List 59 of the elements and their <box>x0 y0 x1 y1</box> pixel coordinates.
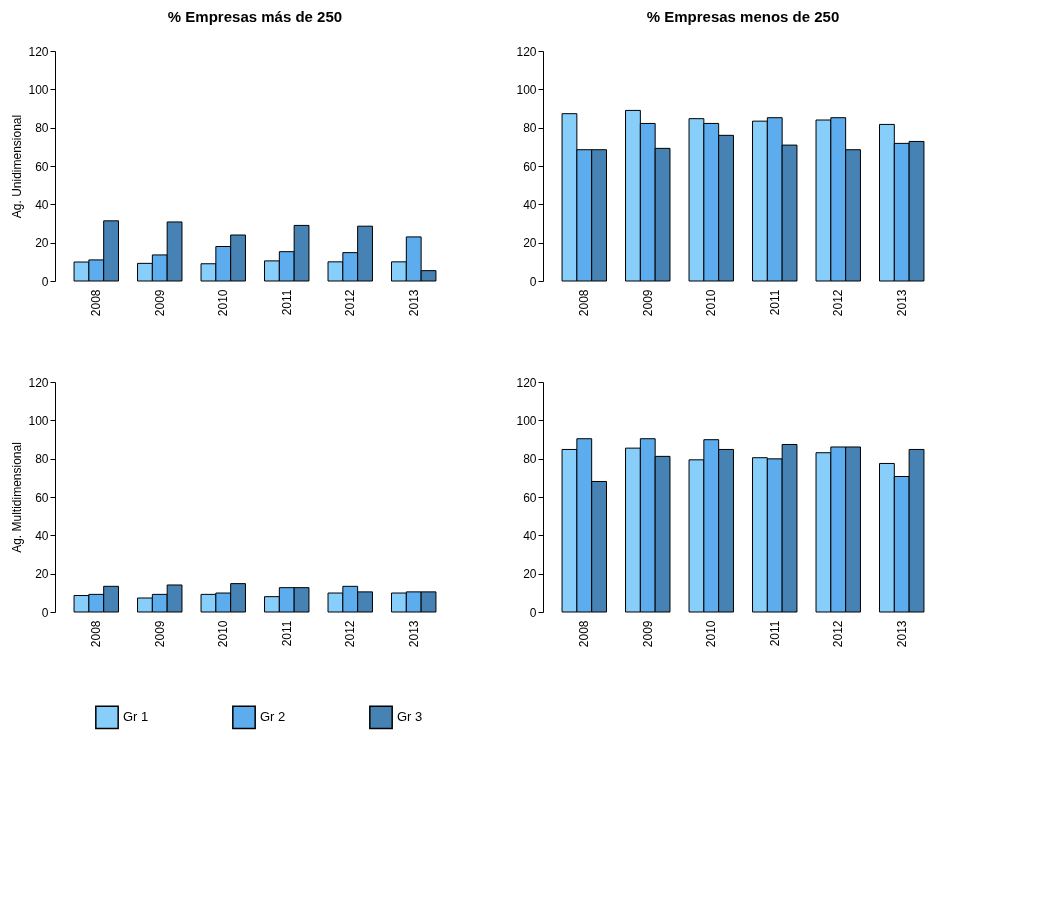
legend-label: Gr 1 <box>123 709 149 725</box>
x-tick-label: 2008 <box>577 620 592 648</box>
x-tick-label: 2010 <box>216 620 231 648</box>
y-tick-label: 40 <box>35 197 49 212</box>
y-tick-label: 60 <box>523 159 537 174</box>
y-tick-label: 100 <box>28 413 49 428</box>
y-tick-label: 100 <box>516 82 537 97</box>
x-tick-label: 2008 <box>89 289 104 317</box>
y-tick-label: 120 <box>28 375 49 390</box>
y-tick-label: 100 <box>516 413 537 428</box>
x-tick-label: 2010 <box>704 289 719 317</box>
y-tick-label: 60 <box>35 490 49 505</box>
y-tick-label: 20 <box>35 236 49 251</box>
y-tick-label: 0 <box>41 605 49 620</box>
y-tick-label: 120 <box>516 375 537 390</box>
chart-title: % Empresas menos de 250 <box>646 8 840 25</box>
x-tick-label: 2011 <box>279 289 294 316</box>
y-tick-label: 0 <box>529 605 537 620</box>
y-tick-label: 120 <box>516 44 537 59</box>
y-tick-label: 0 <box>529 274 537 289</box>
x-tick-label: 2013 <box>894 620 909 648</box>
y-tick-label: 40 <box>35 528 49 543</box>
x-tick-label: 2012 <box>831 620 846 648</box>
y-tick-label: 120 <box>28 44 49 59</box>
y-tick-label: 40 <box>523 197 537 212</box>
y-tick-label: 40 <box>523 528 537 543</box>
y-tick-label: 80 <box>35 452 49 467</box>
x-tick-label: 2011 <box>767 620 782 647</box>
x-tick-label: 2011 <box>767 289 782 316</box>
y-tick-label: 60 <box>523 490 537 505</box>
y-tick-label: 60 <box>35 159 49 174</box>
y-tick-label: 80 <box>523 452 537 467</box>
x-tick-label: 2011 <box>279 620 294 647</box>
chart-title: % Empresas más de 250 <box>167 8 343 25</box>
x-tick-label: 2009 <box>152 289 167 317</box>
x-tick-label: 2010 <box>704 620 719 648</box>
x-tick-label: 2013 <box>406 620 421 648</box>
x-tick-label: 2010 <box>216 289 231 317</box>
x-tick-label: 2008 <box>577 289 592 317</box>
y-axis-title: Ag. Multidimensional <box>10 442 25 553</box>
x-tick-label: 2012 <box>831 289 846 317</box>
x-tick-label: 2013 <box>894 289 909 317</box>
x-tick-label: 2009 <box>640 289 655 317</box>
y-tick-label: 20 <box>523 236 537 251</box>
legend-label: Gr 3 <box>397 709 423 725</box>
y-tick-label: 80 <box>523 121 537 136</box>
y-tick-label: 20 <box>35 567 49 582</box>
x-tick-label: 2013 <box>406 289 421 317</box>
x-tick-label: 2012 <box>343 289 358 317</box>
y-tick-label: 20 <box>523 567 537 582</box>
y-tick-label: 80 <box>35 121 49 136</box>
x-tick-label: 2009 <box>640 620 655 648</box>
y-tick-label: 0 <box>41 274 49 289</box>
y-tick-label: 100 <box>28 82 49 97</box>
legend-label: Gr 2 <box>260 709 286 725</box>
x-tick-label: 2009 <box>152 620 167 648</box>
x-tick-label: 2008 <box>89 620 104 648</box>
x-tick-label: 2012 <box>343 620 358 648</box>
y-axis-title: Ag. Unidimensional <box>10 114 25 219</box>
